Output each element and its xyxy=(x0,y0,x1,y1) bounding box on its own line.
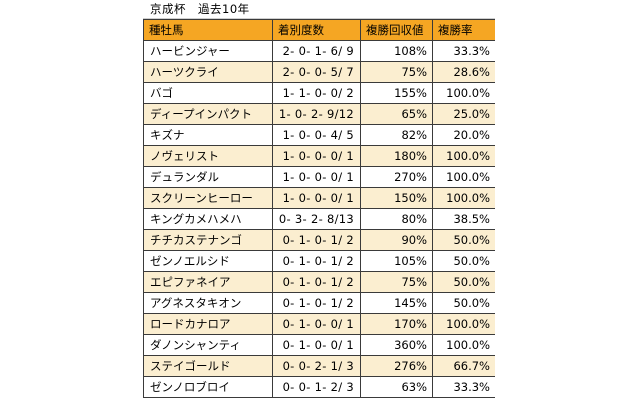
place-rate-cell[interactable]: 66.7% xyxy=(432,355,495,377)
record-cell[interactable]: 1- 0- 2- 9/12 xyxy=(272,103,361,125)
place-return-cell[interactable]: 63% xyxy=(360,376,433,398)
record-cell[interactable]: 0- 1- 0- 0/ 1 xyxy=(272,334,361,356)
sire-name-cell[interactable]: デュランダル xyxy=(143,166,273,188)
table-row: アグネスタキオン 0- 1- 0- 1/ 2 145% 50.0% xyxy=(143,292,495,314)
place-rate-cell[interactable]: 100.0% xyxy=(432,82,495,104)
sire-name-cell[interactable]: ゼンノエルシド xyxy=(143,250,273,272)
table-row: ノヴェリスト 1- 0- 0- 0/ 1 180% 100.0% xyxy=(143,145,495,167)
place-rate-cell[interactable]: 100.0% xyxy=(432,166,495,188)
sire-name-cell[interactable]: エピファネイア xyxy=(143,271,273,293)
record-cell[interactable]: 0- 0- 1- 2/ 3 xyxy=(272,376,361,398)
record-cell[interactable]: 1- 1- 0- 0/ 2 xyxy=(272,82,361,104)
table-row: エピファネイア 0- 1- 0- 1/ 2 75% 50.0% xyxy=(143,271,495,293)
sire-name-cell[interactable]: スクリーンヒーロー xyxy=(143,187,273,209)
sire-name-cell[interactable]: チチカステナンゴ xyxy=(143,229,273,251)
sire-name-cell[interactable]: ロードカナロア xyxy=(143,313,273,335)
spreadsheet: 京成杯 過去10年 種牡馬 着別度数 複勝回収値 複勝率 ハービンジャー 2- 0… xyxy=(143,0,495,400)
place-return-cell[interactable]: 170% xyxy=(360,313,433,335)
sire-name-cell[interactable]: ステイゴールド xyxy=(143,355,273,377)
place-rate-cell[interactable]: 33.3% xyxy=(432,376,495,398)
sire-name-cell[interactable]: ディープインパクト xyxy=(143,103,273,125)
place-return-cell[interactable]: 276% xyxy=(360,355,433,377)
place-rate-cell[interactable]: 100.0% xyxy=(432,313,495,335)
place-return-cell[interactable]: 82% xyxy=(360,124,433,146)
sire-name-cell[interactable]: アグネスタキオン xyxy=(143,292,273,314)
place-return-cell[interactable]: 270% xyxy=(360,166,433,188)
sire-name-cell[interactable]: キズナ xyxy=(143,124,273,146)
place-rate-cell[interactable]: 50.0% xyxy=(432,250,495,272)
table-row: デュランダル 1- 0- 0- 0/ 1 270% 100.0% xyxy=(143,166,495,188)
sire-name-cell[interactable]: ノヴェリスト xyxy=(143,145,273,167)
sire-name-cell[interactable]: ゼンノロブロイ xyxy=(143,376,273,398)
table-row: ゼンノエルシド 0- 1- 0- 1/ 2 105% 50.0% xyxy=(143,250,495,272)
sire-name-cell[interactable]: キングカメハメハ xyxy=(143,208,273,230)
place-rate-cell[interactable]: 100.0% xyxy=(432,334,495,356)
table-row: ロードカナロア 0- 1- 0- 0/ 1 170% 100.0% xyxy=(143,313,495,335)
place-rate-cell[interactable]: 50.0% xyxy=(432,292,495,314)
sire-name-cell[interactable]: バゴ xyxy=(143,82,273,104)
record-cell[interactable]: 0- 1- 0- 0/ 1 xyxy=(272,313,361,335)
place-rate-cell[interactable]: 50.0% xyxy=(432,229,495,251)
record-cell[interactable]: 1- 0- 0- 0/ 1 xyxy=(272,187,361,209)
sheet-title: 京成杯 過去10年 xyxy=(150,2,250,16)
place-return-cell[interactable]: 360% xyxy=(360,334,433,356)
place-return-cell[interactable]: 75% xyxy=(360,271,433,293)
place-rate-cell[interactable]: 50.0% xyxy=(432,271,495,293)
place-return-cell[interactable]: 65% xyxy=(360,103,433,125)
record-cell[interactable]: 0- 1- 0- 1/ 2 xyxy=(272,271,361,293)
table-row: キズナ 1- 0- 0- 4/ 5 82% 20.0% xyxy=(143,124,495,146)
column-header-sire[interactable]: 種牡馬 xyxy=(143,19,273,41)
table-row: バゴ 1- 1- 0- 0/ 2 155% 100.0% xyxy=(143,82,495,104)
record-cell[interactable]: 0- 3- 2- 8/13 xyxy=(272,208,361,230)
place-rate-cell[interactable]: 20.0% xyxy=(432,124,495,146)
sire-name-cell[interactable]: ダノンシャンティ xyxy=(143,334,273,356)
place-return-cell[interactable]: 180% xyxy=(360,145,433,167)
record-cell[interactable]: 0- 0- 2- 1/ 3 xyxy=(272,355,361,377)
place-return-cell[interactable]: 150% xyxy=(360,187,433,209)
place-return-cell[interactable]: 155% xyxy=(360,82,433,104)
table-row: チチカステナンゴ 0- 1- 0- 1/ 2 90% 50.0% xyxy=(143,229,495,251)
table-row: ハーツクライ 2- 0- 0- 5/ 7 75% 28.6% xyxy=(143,61,495,83)
header-row: 種牡馬 着別度数 複勝回収値 複勝率 xyxy=(143,19,495,41)
place-return-cell[interactable]: 90% xyxy=(360,229,433,251)
place-return-cell[interactable]: 145% xyxy=(360,292,433,314)
record-cell[interactable]: 0- 1- 0- 1/ 2 xyxy=(272,292,361,314)
table-row: スクリーンヒーロー 1- 0- 0- 0/ 1 150% 100.0% xyxy=(143,187,495,209)
place-rate-cell[interactable]: 100.0% xyxy=(432,145,495,167)
place-rate-cell[interactable]: 25.0% xyxy=(432,103,495,125)
record-cell[interactable]: 1- 0- 0- 4/ 5 xyxy=(272,124,361,146)
table-row: ディープインパクト 1- 0- 2- 9/12 65% 25.0% xyxy=(143,103,495,125)
place-rate-cell[interactable]: 33.3% xyxy=(432,40,495,62)
place-return-cell[interactable]: 108% xyxy=(360,40,433,62)
column-header-place-return[interactable]: 複勝回収値 xyxy=(360,19,433,41)
place-return-cell[interactable]: 75% xyxy=(360,61,433,83)
sire-name-cell[interactable]: ハービンジャー xyxy=(143,40,273,62)
table-row: ハービンジャー 2- 0- 1- 6/ 9 108% 33.3% xyxy=(143,40,495,62)
place-rate-cell[interactable]: 28.6% xyxy=(432,61,495,83)
place-rate-cell[interactable]: 100.0% xyxy=(432,187,495,209)
place-return-cell[interactable]: 105% xyxy=(360,250,433,272)
place-return-cell[interactable]: 80% xyxy=(360,208,433,230)
table-row: キングカメハメハ 0- 3- 2- 8/13 80% 38.5% xyxy=(143,208,495,230)
record-cell[interactable]: 2- 0- 0- 5/ 7 xyxy=(272,61,361,83)
column-header-place-rate[interactable]: 複勝率 xyxy=(432,19,495,41)
table-row: ステイゴールド 0- 0- 2- 1/ 3 276% 66.7% xyxy=(143,355,495,377)
sire-name-cell[interactable]: ハーツクライ xyxy=(143,61,273,83)
column-header-record[interactable]: 着別度数 xyxy=(272,19,361,41)
record-cell[interactable]: 1- 0- 0- 0/ 1 xyxy=(272,145,361,167)
place-rate-cell[interactable]: 38.5% xyxy=(432,208,495,230)
record-cell[interactable]: 0- 1- 0- 1/ 2 xyxy=(272,229,361,251)
table-row: ゼンノロブロイ 0- 0- 1- 2/ 3 63% 33.3% xyxy=(143,376,495,398)
title-row: 京成杯 過去10年 xyxy=(143,0,495,19)
record-cell[interactable]: 0- 1- 0- 1/ 2 xyxy=(272,250,361,272)
record-cell[interactable]: 2- 0- 1- 6/ 9 xyxy=(272,40,361,62)
record-cell[interactable]: 1- 0- 0- 0/ 1 xyxy=(272,166,361,188)
table-row: ダノンシャンティ 0- 1- 0- 0/ 1 360% 100.0% xyxy=(143,334,495,356)
